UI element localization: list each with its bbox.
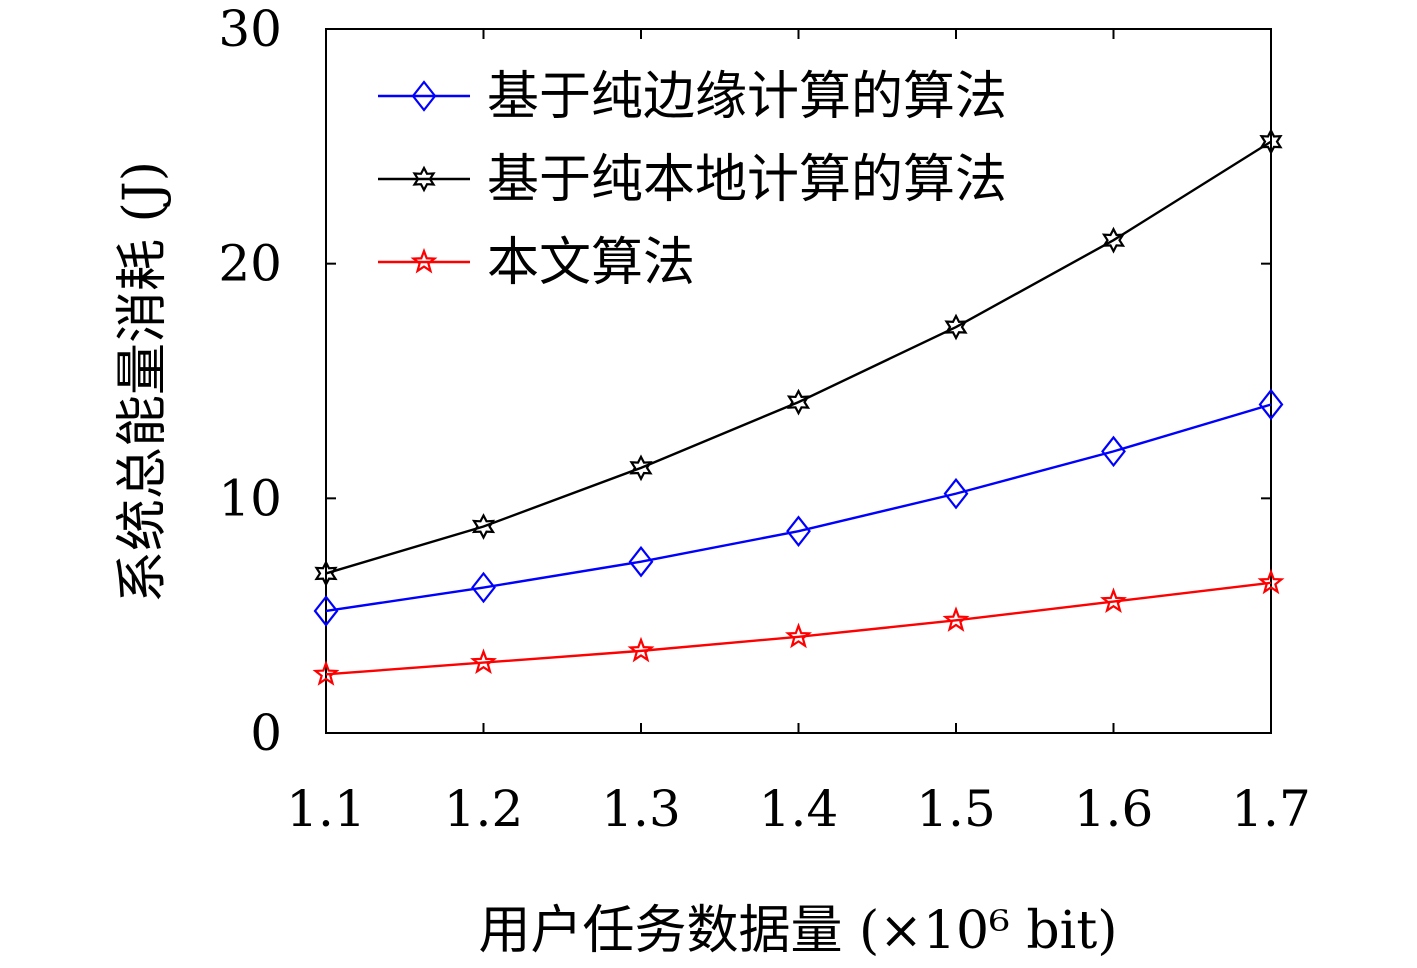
series-1: [314, 128, 1283, 587]
x-tick-label: 1.3: [601, 780, 681, 838]
legend-label: 本文算法: [487, 233, 695, 293]
series-0: [313, 388, 1284, 627]
data-point: [785, 622, 812, 649]
x-axis-title: 用户任务数据量 (×10⁶ bit): [478, 901, 1117, 961]
x-tick-label: 1.4: [759, 780, 839, 838]
x-tick-label: 1.6: [1074, 780, 1154, 838]
legend-marker: [411, 80, 437, 112]
data-point: [312, 660, 340, 686]
data-point: [1101, 226, 1126, 254]
legend-label: 基于纯边缘计算的算法: [487, 67, 1007, 127]
y-tick-label: 10: [218, 469, 282, 527]
legend-label: 基于纯本地计算的算法: [487, 150, 1007, 210]
data-point: [313, 595, 339, 627]
data-point: [470, 648, 497, 675]
x-tick-label: 1.7: [1231, 780, 1311, 838]
y-axis-title: 系统总能量消耗 (J): [113, 161, 173, 603]
x-tick-label: 1.1: [286, 780, 366, 838]
data-point: [943, 477, 969, 510]
legend-item: 本文算法: [378, 233, 695, 293]
data-point: [786, 388, 811, 416]
data-point: [1101, 435, 1126, 468]
legend-marker: [410, 247, 438, 274]
data-point: [942, 606, 970, 632]
series-2: [312, 568, 1285, 686]
series-line: [325, 581, 1272, 676]
data-point: [628, 545, 654, 578]
data-point: [471, 513, 496, 540]
data-point: [471, 571, 496, 604]
legend-item: 基于纯边缘计算的算法: [378, 67, 1007, 127]
data-point: [629, 454, 653, 482]
data-point: [1258, 388, 1284, 421]
series-line: [325, 403, 1272, 613]
series-line: [325, 140, 1272, 575]
data-point: [944, 313, 968, 341]
data-point: [786, 515, 811, 547]
plot-area: 1.1 1.2 1.3 1.4 1.5 1.6 1.7 0 10 20 30: [218, 0, 1310, 838]
legend-marker: [412, 165, 436, 193]
legend-item: 基于纯本地计算的算法: [378, 150, 1007, 210]
y-tick-label: 0: [250, 704, 282, 762]
data-point: [314, 560, 338, 587]
data-point: [627, 636, 655, 663]
data-point: [1100, 587, 1127, 614]
data-point: [1259, 128, 1283, 156]
y-tick-label: 20: [218, 235, 282, 293]
data-point: [1257, 568, 1285, 595]
x-tick-label: 1.2: [444, 780, 524, 838]
x-tick-label: 1.5: [916, 780, 996, 838]
y-tick-label: 30: [218, 0, 282, 58]
